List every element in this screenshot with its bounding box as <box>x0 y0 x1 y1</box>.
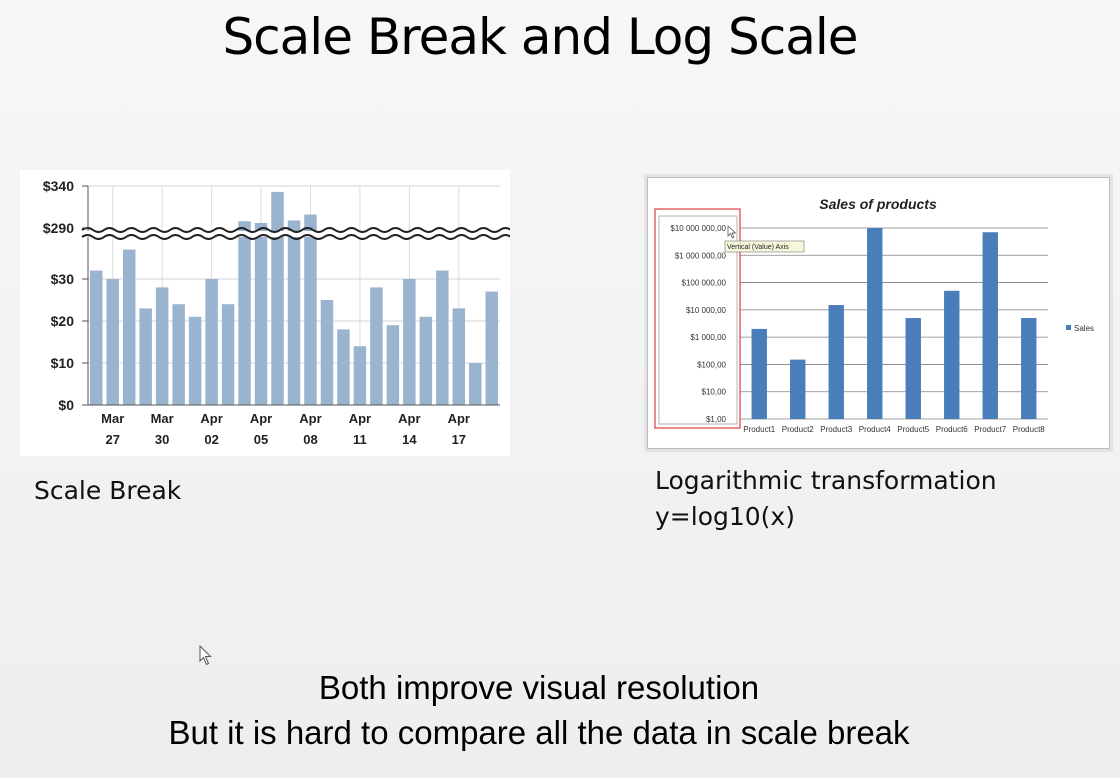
bar <box>828 305 844 419</box>
y-tick-label: $100 000,00 <box>682 279 727 288</box>
log-scale-chart-svg: Sales of products $1,00 $10,00 $100,00 $1 00… <box>654 196 1094 434</box>
bar <box>469 363 482 405</box>
bar <box>944 290 960 419</box>
bar <box>982 232 998 419</box>
bar <box>238 221 251 405</box>
y-tick-label: $1,00 <box>706 415 727 424</box>
x-tick-label-day: 08 <box>303 432 317 447</box>
scale-break-chart-svg: $0 $10 $20 $30 $290 $340 Mar 27 Mar 30 Apr 02 Apr 05 A… <box>43 178 523 447</box>
x-tick-label: Product5 <box>897 425 930 434</box>
bar <box>106 279 119 405</box>
slide-title: Scale Break and Log Scale <box>222 8 858 66</box>
y-tick-label: $10,00 <box>702 388 727 397</box>
bar <box>386 325 400 405</box>
y-tick-label: $1 000 000,00 <box>675 251 727 260</box>
bar <box>403 279 416 405</box>
chart-cursor-icon <box>727 225 737 239</box>
x-tick-label-day: 11 <box>353 432 367 447</box>
x-tick-label: Product1 <box>743 425 776 434</box>
mouse-cursor-icon <box>199 644 213 671</box>
y-tick-label: $0 <box>58 397 74 413</box>
bar <box>1021 318 1037 419</box>
bar <box>790 359 806 419</box>
bar <box>452 308 466 405</box>
bar <box>436 270 449 405</box>
x-tick-label-day: 14 <box>402 432 417 447</box>
bar <box>337 329 350 405</box>
bar <box>320 300 334 405</box>
x-tick-label-month: Apr <box>299 411 321 426</box>
bar <box>155 287 169 405</box>
x-tick-label-month: Mar <box>101 411 124 426</box>
x-tick-label: Product3 <box>820 425 853 434</box>
legend-label: Sales <box>1074 324 1094 333</box>
bar <box>205 279 218 405</box>
tooltip-text: Vertical (Value) Axis <box>727 244 789 251</box>
bar <box>139 308 152 405</box>
y-tick-label: $10 <box>51 355 75 371</box>
bar <box>751 328 767 419</box>
bottom-text-line1: Both improve visual resolution <box>318 669 760 706</box>
x-tick-label: Product7 <box>974 425 1007 434</box>
x-tick-label-month: Apr <box>349 411 371 426</box>
bar <box>419 316 433 405</box>
tooltip-box <box>724 240 805 253</box>
bar <box>122 249 136 405</box>
x-tick-label-day: 30 <box>155 432 169 447</box>
x-tick-label: Product6 <box>936 425 969 434</box>
caption-log-line2: y=log10(x) <box>655 502 795 531</box>
log-scale-chart[interactable]: Sales of products $1,00 $10,00 $100,00 $1 00… <box>647 177 1110 449</box>
bar <box>485 291 498 405</box>
bar <box>905 318 921 419</box>
bar <box>188 316 202 405</box>
x-tick-label: Product4 <box>859 425 892 434</box>
chart-title: Sales of products <box>819 196 937 212</box>
axis-selection-box <box>654 208 741 429</box>
bar <box>304 214 317 405</box>
scale-break-line-bottom <box>81 234 523 240</box>
bar <box>867 228 883 419</box>
y-tick-label: $10 000 000,00 <box>670 224 726 233</box>
y-tick-label: $20 <box>51 313 75 329</box>
bar <box>221 304 235 405</box>
axis-inner-box <box>658 215 738 425</box>
x-tick-label: Product8 <box>1013 425 1046 434</box>
x-tick-label-month: Apr <box>250 411 272 426</box>
y-tick-label: $290 <box>43 220 74 236</box>
legend-swatch <box>1066 325 1071 330</box>
scale-break-band <box>82 231 504 237</box>
x-tick-label-day: 05 <box>254 432 268 447</box>
x-tick-label-month: Apr <box>448 411 470 426</box>
y-tick-label: $1 000,00 <box>690 333 726 342</box>
x-tick-label-day: 17 <box>452 432 466 447</box>
scale-break-line-top <box>81 227 523 233</box>
x-tick-label: Product2 <box>782 425 815 434</box>
bar <box>90 270 103 405</box>
x-tick-label-month: Apr <box>200 411 222 426</box>
bar <box>353 346 367 405</box>
bar <box>271 191 284 405</box>
y-tick-label: $30 <box>51 271 75 287</box>
bar <box>254 222 268 405</box>
x-tick-label-day: 02 <box>204 432 218 447</box>
bottom-text-line2: But it is hard to compare all the data i… <box>168 714 910 751</box>
x-tick-label-month: Mar <box>151 411 174 426</box>
bar <box>370 287 383 405</box>
scale-break-chart: $0 $10 $20 $30 $290 $340 Mar 27 Mar 30 Apr 02 Apr 05 A… <box>20 170 523 456</box>
bar <box>172 304 185 405</box>
caption-scale-break: Scale Break <box>34 476 182 505</box>
y-tick-label: $100,00 <box>697 360 726 369</box>
x-tick-label-day: 27 <box>105 432 119 447</box>
x-tick-label-month: Apr <box>398 411 420 426</box>
caption-log-line1: Logarithmic transformation <box>655 466 997 495</box>
y-tick-label: $10 000,00 <box>686 306 727 315</box>
y-tick-label: $340 <box>43 178 74 194</box>
bar <box>287 220 301 405</box>
